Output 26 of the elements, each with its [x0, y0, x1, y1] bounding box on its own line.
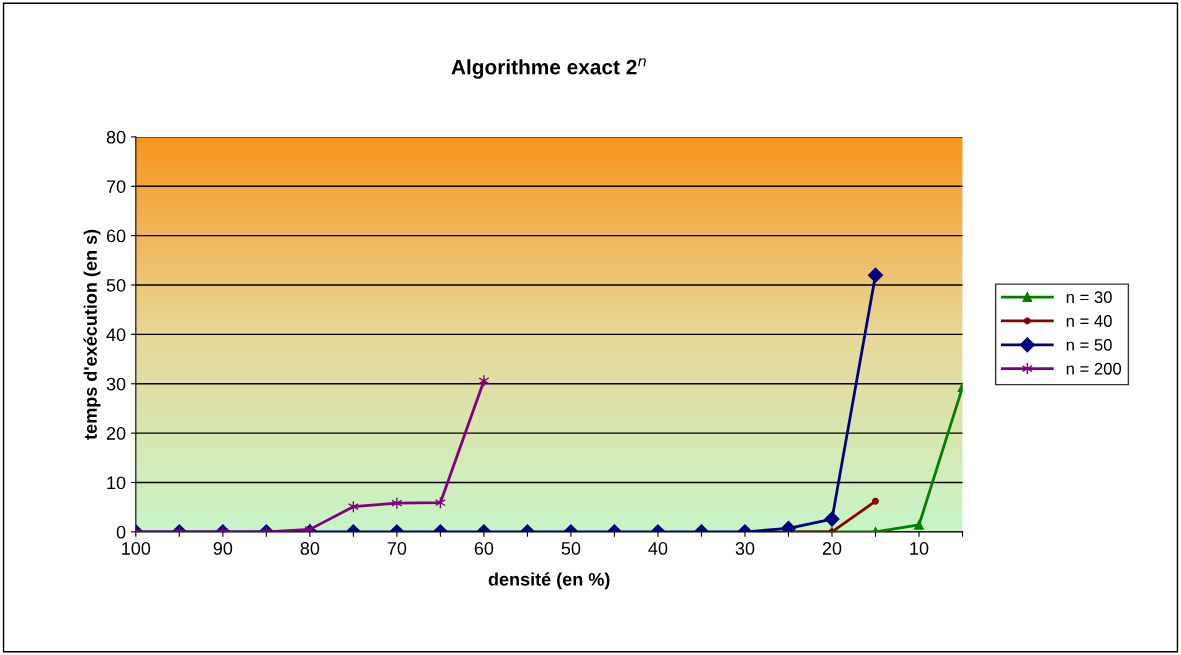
x-tick-label: 10 — [910, 542, 929, 555]
x-tick-label: 50 — [561, 542, 581, 555]
x-tick-label: 30 — [735, 542, 755, 555]
y-tick-label: 10 — [107, 476, 126, 490]
x-tick-label: 60 — [474, 542, 494, 555]
x-tick-label: 80 — [300, 542, 320, 555]
legend-label: n = 30 — [1066, 291, 1112, 304]
x-tick-label: 20 — [822, 542, 842, 555]
legend-label: n = 50 — [1066, 338, 1112, 351]
legend-label: n = 200 — [1066, 362, 1122, 375]
y-tick-label: 50 — [106, 278, 126, 292]
x-tick-label: 40 — [648, 542, 668, 555]
y-tick-label: 40 — [106, 328, 126, 342]
y-tick-label: 20 — [106, 427, 126, 440]
x-tick-label: 100 — [122, 542, 151, 555]
y-tick-label: 60 — [106, 229, 126, 243]
y-axis-title: temps d'exécution (en s) — [83, 229, 101, 440]
y-tick-label: 0 — [116, 525, 126, 539]
y-tick-label: 30 — [106, 377, 126, 391]
y-tick-label: 80 — [106, 130, 126, 144]
chart-title: Algorithme exact 2$^{n}$ — [451, 58, 646, 79]
x-tick-label: 70 — [387, 542, 407, 555]
x-tick-label: 90 — [213, 542, 233, 555]
y-tick-label: 70 — [106, 180, 126, 193]
legend-label: n = 40 — [1066, 315, 1112, 327]
x-axis-title: densité (en %) — [488, 572, 610, 590]
